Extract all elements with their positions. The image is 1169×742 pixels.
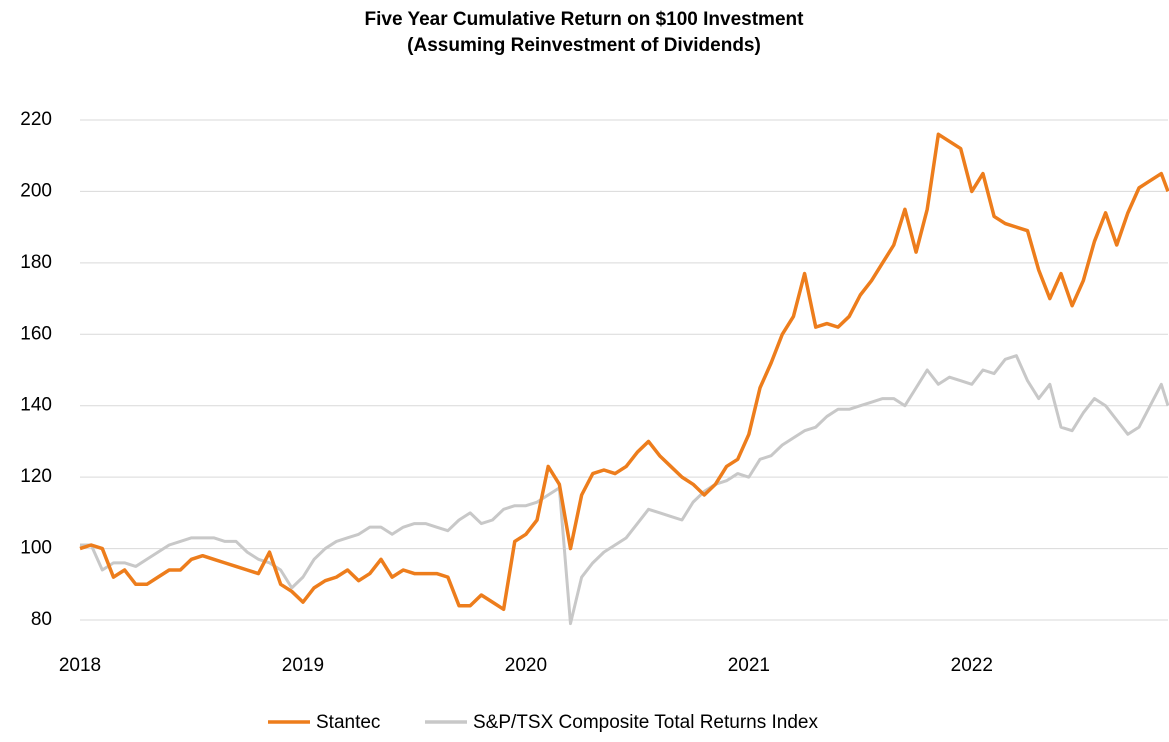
y-tick-label: 80 bbox=[31, 609, 52, 630]
x-tick-label: 2019 bbox=[282, 655, 324, 676]
x-tick-label: 2022 bbox=[951, 655, 993, 676]
y-tick-label: 200 bbox=[20, 180, 52, 201]
y-tick-label: 180 bbox=[20, 252, 52, 273]
chart-subtitle: (Assuming Reinvestment of Dividends) bbox=[407, 35, 761, 56]
y-tick-label: 120 bbox=[20, 466, 52, 487]
chart-title: Five Year Cumulative Return on $100 Inve… bbox=[365, 9, 805, 30]
series-line bbox=[79, 132, 1169, 612]
x-tick-label: 2020 bbox=[505, 655, 547, 676]
x-tick-label: 2021 bbox=[728, 655, 770, 676]
y-tick-label: 140 bbox=[20, 395, 52, 416]
legend-label: Stantec bbox=[316, 712, 380, 733]
series-line bbox=[80, 354, 1169, 626]
x-tick-label: 2018 bbox=[59, 655, 101, 676]
y-tick-label: 100 bbox=[20, 538, 52, 559]
legend-label: S&P/TSX Composite Total Returns Index bbox=[473, 712, 818, 733]
y-tick-label: 220 bbox=[20, 109, 52, 130]
y-tick-label: 160 bbox=[20, 323, 52, 344]
